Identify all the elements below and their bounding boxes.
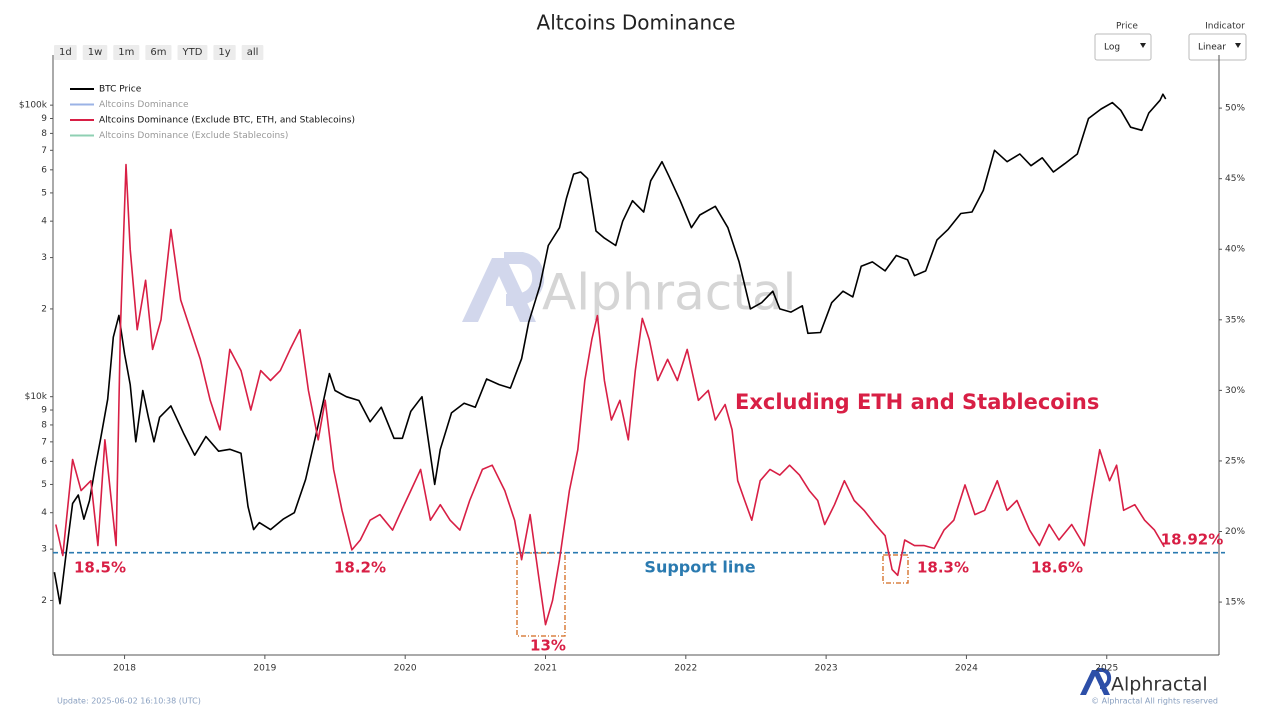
- y2-tick-label: 15%: [1225, 598, 1245, 608]
- range-button-bg[interactable]: [82, 45, 108, 60]
- watermark-logo: [504, 252, 545, 306]
- range-button-label[interactable]: 1m: [118, 47, 134, 58]
- range-buttons: 1d 1w 1m 6m YTD 1y all: [54, 45, 264, 60]
- y2-tick-label: 20%: [1225, 527, 1245, 537]
- range-button-label[interactable]: all: [247, 47, 259, 58]
- range-button-label[interactable]: YTD: [181, 47, 202, 58]
- dropdown-arrow[interactable]: [1235, 43, 1241, 48]
- range-button-bg[interactable]: [54, 45, 77, 60]
- range-button-bg[interactable]: [145, 45, 172, 60]
- y-tick-label: 2: [41, 304, 47, 314]
- annotation: 18.5%: [74, 559, 126, 577]
- chart-title: Altcoins Dominance: [537, 11, 736, 35]
- legend-label: Altcoins Dominance: [99, 100, 189, 110]
- y-tick-label: 7: [41, 437, 47, 447]
- annotation: Excluding ETH and Stablecoins: [735, 390, 1099, 414]
- y-tick-label: $100k: [19, 101, 48, 111]
- y2-tick-label: 30%: [1225, 386, 1245, 396]
- range-button[interactable]: 1y: [213, 45, 236, 60]
- range-button[interactable]: 6m: [145, 45, 172, 60]
- range-button-label[interactable]: 6m: [150, 47, 166, 58]
- range-button-label[interactable]: 1w: [88, 47, 103, 58]
- y-tick-label: 2: [41, 596, 47, 606]
- series-line: [55, 163, 1165, 626]
- x-tick-label: 2023: [815, 664, 838, 674]
- watermark-text: Alphractal: [542, 264, 796, 322]
- y-tick-label: 7: [41, 146, 47, 156]
- indicator-dropdown[interactable]: Linear: [1188, 33, 1247, 61]
- y2-tick-label: 45%: [1225, 174, 1245, 184]
- range-button-bg[interactable]: [113, 45, 140, 60]
- dropdown-box[interactable]: [1094, 33, 1152, 61]
- update-time: Update: 2025-06-02 16:10:38 (UTC): [57, 697, 201, 706]
- x-tick-label: 2020: [394, 664, 417, 674]
- x-tick-label: 2022: [674, 664, 697, 674]
- y-tick-label: 6: [41, 457, 47, 467]
- range-button[interactable]: 1w: [82, 45, 108, 60]
- y-tick-label: 3: [41, 545, 47, 555]
- y-tick-label: $10k: [25, 392, 48, 402]
- y2-tick-label: 25%: [1225, 456, 1245, 466]
- x-tick-label: 2024: [955, 664, 978, 674]
- price-dropdown[interactable]: Log: [1094, 33, 1152, 61]
- logo-text: Alphractal: [1111, 674, 1208, 696]
- range-button-bg[interactable]: [177, 45, 208, 60]
- x-tick-label: 2019: [253, 664, 276, 674]
- range-button[interactable]: all: [241, 45, 264, 60]
- annotation: Support line: [644, 558, 755, 577]
- annotation: 18.2%: [334, 559, 386, 577]
- series-line: [53, 93, 1167, 605]
- y2-tick-label: 50%: [1225, 104, 1245, 114]
- y-tick-label: 3: [41, 253, 47, 263]
- y-tick-label: 9: [41, 406, 47, 416]
- dropdown-arrow[interactable]: [1140, 43, 1146, 48]
- highlight-box: [882, 554, 909, 584]
- annotation: 18.6%: [1031, 559, 1083, 577]
- y-tick-label: 4: [41, 508, 47, 518]
- legend-label: BTC Price: [99, 85, 142, 95]
- y-tick-label: 5: [41, 480, 47, 490]
- y-tick-label: 5: [41, 188, 47, 198]
- range-button[interactable]: YTD: [177, 45, 208, 60]
- watermark: Alphractal: [462, 252, 796, 322]
- y-tick-label: 8: [41, 129, 47, 139]
- legend-label: Altcoins Dominance (Exclude Stablecoins): [99, 131, 288, 141]
- dropdown-box[interactable]: [1188, 33, 1247, 61]
- range-button-label[interactable]: 1y: [218, 47, 230, 58]
- range-button[interactable]: 1d: [54, 45, 77, 60]
- footer-logo: Alphractal: [1080, 668, 1208, 696]
- copyright: © Alphractal All rights reserved: [1091, 697, 1218, 706]
- price-label: Price: [1116, 22, 1138, 32]
- annotation: 18.3%: [917, 559, 969, 577]
- y-tick-label: 6: [41, 165, 47, 175]
- annotation: 18.92%: [1161, 531, 1223, 549]
- range-button-bg[interactable]: [213, 45, 236, 60]
- x-tick-label: 2018: [113, 664, 136, 674]
- y-tick-label: 8: [41, 420, 47, 430]
- x-tick-label: 2025: [1095, 664, 1118, 674]
- y-tick-label: 4: [41, 217, 47, 227]
- price-scale[interactable]: Log: [1104, 43, 1120, 53]
- watermark-logo: [462, 258, 536, 322]
- y2-tick-label: 35%: [1225, 315, 1245, 325]
- range-button[interactable]: 1m: [113, 45, 140, 60]
- range-button-label[interactable]: 1d: [59, 47, 72, 58]
- indicator-label: Indicator: [1205, 22, 1245, 32]
- y2-tick-label: 40%: [1225, 245, 1245, 255]
- logo-mark: [1097, 668, 1112, 689]
- annotation: 13%: [530, 637, 566, 655]
- range-button-bg[interactable]: [241, 45, 264, 60]
- x-tick-label: 2021: [534, 664, 557, 674]
- y-tick-label: 9: [41, 114, 47, 124]
- legend-label: Altcoins Dominance (Exclude BTC, ETH, an…: [99, 116, 355, 126]
- indicator-scale[interactable]: Linear: [1198, 43, 1226, 53]
